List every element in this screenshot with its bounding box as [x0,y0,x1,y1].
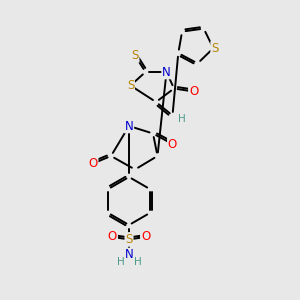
Text: N: N [124,119,134,133]
Text: O: O [189,85,198,98]
Text: H: H [178,114,186,124]
Text: S: S [131,49,139,62]
Text: N: N [124,248,134,262]
Text: H: H [117,256,124,267]
Text: H: H [134,256,141,267]
Text: O: O [88,157,98,170]
Text: O: O [168,137,177,151]
Text: O: O [108,230,117,244]
Text: S: S [127,79,134,92]
Text: S: S [211,42,218,55]
Text: N: N [162,65,171,79]
Text: O: O [141,230,150,244]
Text: S: S [125,233,133,246]
